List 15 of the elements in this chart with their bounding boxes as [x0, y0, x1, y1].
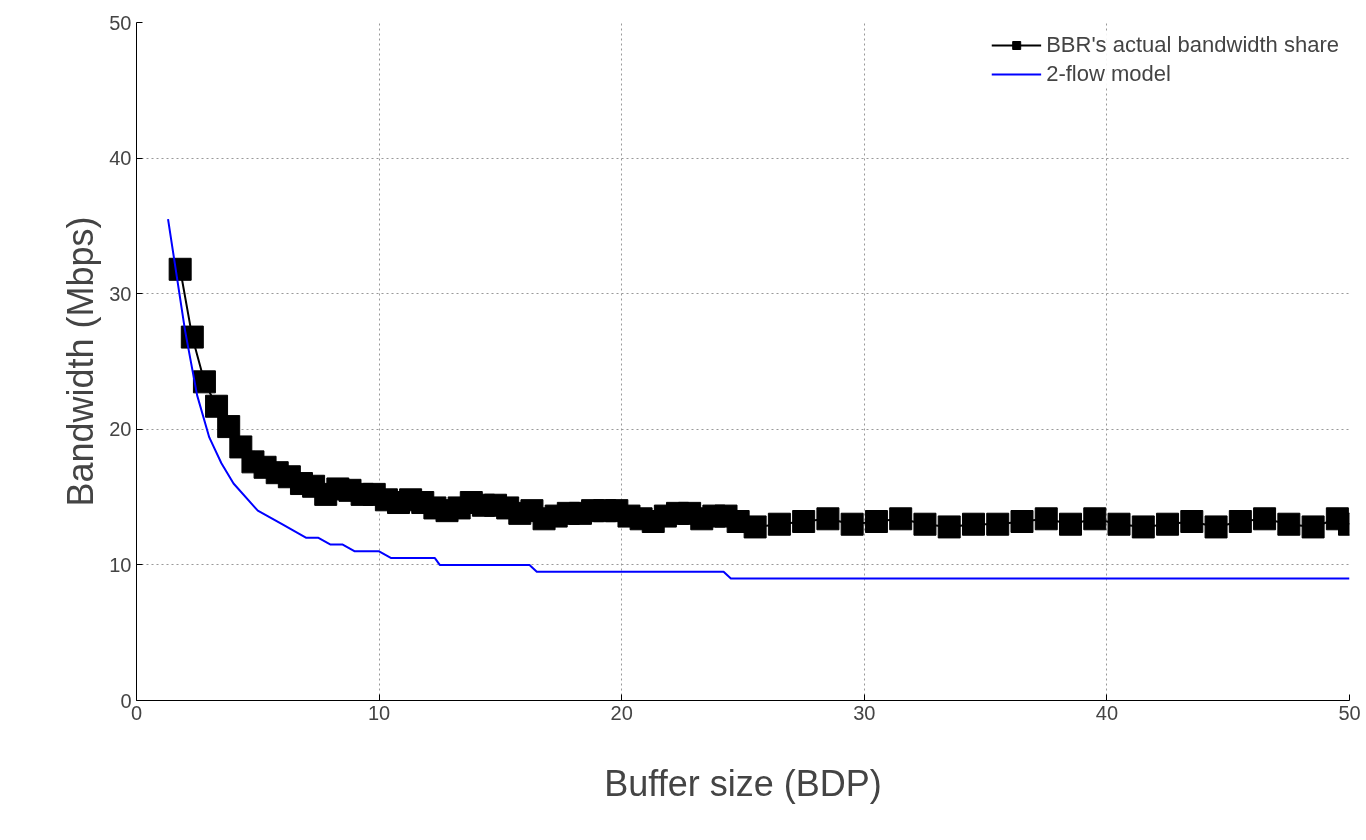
y-tick-label: 40 [109, 147, 132, 170]
x-tick-label: 20 [610, 701, 633, 724]
x-tick-label: 40 [1095, 701, 1119, 724]
line-series [167, 218, 1350, 580]
y-tick-label: 50 [109, 11, 132, 34]
x-tick-label: 50 [1338, 701, 1361, 724]
legend-label: 2-flow model [1046, 61, 1171, 87]
y-tick-label: 20 [109, 418, 132, 441]
y-tick-label: 10 [109, 553, 132, 576]
legend-label: BBR's actual bandwidth share [1046, 32, 1339, 58]
x-tick-label: 30 [853, 701, 876, 724]
x-tick-label: 10 [367, 701, 391, 724]
y-axis-title: Bandwidth (Mbps) [60, 216, 102, 507]
x-axis-title: Buffer size (BDP) [604, 762, 882, 804]
y-tick-label: 30 [109, 282, 132, 305]
